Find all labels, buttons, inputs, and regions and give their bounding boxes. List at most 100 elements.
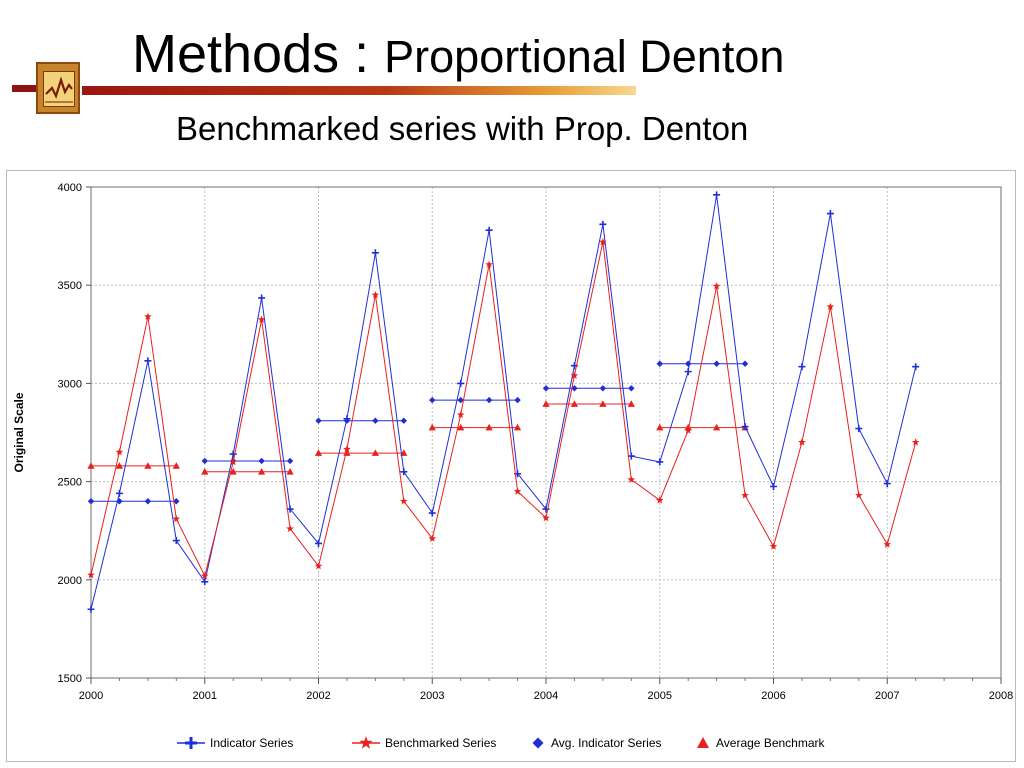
indicator-series-point	[343, 415, 351, 423]
benchmarked-series-point	[115, 448, 124, 456]
legend-item-benchmarked-series: Benchmarked Series	[352, 736, 496, 750]
avg-indicator-series-point	[684, 360, 692, 367]
benchmarked-series-point	[627, 475, 636, 483]
avg-indicator-series-point	[514, 396, 521, 404]
x-tick-label: 2005	[648, 690, 672, 702]
indicator-series-point	[883, 480, 891, 488]
indicator-series-point	[457, 379, 465, 387]
benchmarked-series-point	[798, 438, 806, 446]
indicator-series-point	[855, 425, 863, 433]
avg-indicator-series-point	[542, 385, 550, 392]
chart-logo-icon	[36, 62, 80, 114]
avg-indicator-series-point	[457, 396, 464, 404]
avg-indicator-series-point	[258, 457, 265, 465]
indicator-series-point	[542, 505, 550, 513]
average-benchmark-point	[513, 423, 522, 431]
avg-indicator-series-point	[429, 396, 436, 404]
average-benchmark-point	[542, 400, 550, 407]
benchmarked-series-point	[485, 260, 493, 268]
benchmarked-series-point	[883, 540, 892, 548]
x-tick-label: 2002	[306, 690, 330, 702]
benchmarked-series-point	[570, 371, 579, 379]
legend-label: Average Benchmark	[716, 736, 826, 750]
slide-title: Methods : Proportional Denton	[132, 22, 784, 89]
indicator-series-point	[115, 489, 123, 497]
benchmarked-series-point	[513, 487, 522, 495]
title-underline-bar	[82, 86, 636, 95]
avg-indicator-series-point	[286, 457, 294, 465]
indicator-series-point	[201, 578, 209, 586]
avg-indicator-series-point	[656, 360, 663, 367]
x-tick-label: 2008	[989, 690, 1013, 702]
legend-triangle-icon	[697, 737, 709, 748]
benchmarked-series-point	[769, 542, 778, 550]
avg-indicator-series-point	[571, 385, 578, 392]
benchmarked-series-point	[684, 426, 692, 434]
avg-indicator-series-point	[400, 417, 408, 424]
avg-indicator-series-point	[201, 457, 208, 465]
slide-title-main: Methods :	[132, 24, 370, 84]
avg-indicator-series-point	[144, 498, 152, 505]
benchmarked-series-point	[855, 491, 863, 499]
average-benchmark-point	[713, 423, 721, 431]
avg-indicator-series-point	[173, 498, 180, 505]
indicator-series-point	[172, 537, 180, 545]
x-tick-label: 2004	[534, 690, 558, 702]
legend-plus-icon	[185, 737, 197, 749]
title-accent-bar-left	[12, 85, 36, 92]
indicator-series-point	[684, 368, 692, 376]
indicator-series-point	[371, 249, 379, 257]
indicator-series-point	[741, 423, 749, 431]
benchmarked-series-point	[826, 302, 835, 310]
x-tick-label: 2006	[761, 690, 785, 702]
benchmarked-series-point	[343, 445, 351, 453]
indicator-series-point	[144, 357, 152, 365]
benchmarked-series-point	[599, 238, 607, 246]
benchmarked-series-point	[712, 282, 721, 290]
y-tick-label: 4000	[58, 182, 82, 194]
benchmarked-series-point	[741, 491, 749, 499]
benchmarked-series-point	[655, 496, 664, 504]
benchmarked-series-point	[172, 514, 181, 523]
average-benchmark-point	[87, 462, 95, 469]
indicator-series-point	[599, 220, 607, 228]
y-tick-label: 2500	[58, 477, 82, 489]
y-tick-label: 1500	[58, 673, 82, 685]
benchmarked-series-point	[314, 562, 323, 570]
average-benchmark-point	[144, 462, 152, 469]
legend-label: Benchmarked Series	[385, 736, 496, 750]
benchmarked-series-point	[400, 497, 408, 505]
average-benchmark-point	[570, 400, 579, 407]
slide-title-sub: Proportional Denton	[384, 31, 785, 82]
indicator-series-point	[258, 294, 266, 302]
average-benchmark-point	[343, 449, 351, 456]
average-benchmark-point	[229, 467, 237, 475]
legend-label: Indicator Series	[210, 736, 293, 750]
legend-star-icon	[359, 736, 373, 749]
legend-item-indicator-series: Indicator Series	[177, 736, 293, 750]
average-benchmark-point	[457, 423, 465, 431]
line-chart: 4000 3500 3000 2500 2000 1500 2000 2001 2002 2003…	[12, 182, 1013, 750]
avg-indicator-series-point	[628, 385, 635, 392]
x-tick-label: 2001	[193, 690, 217, 702]
indicator-series-point	[656, 458, 664, 466]
benchmarked-series-line	[90, 241, 917, 578]
indicator-series-point	[770, 483, 777, 491]
legend-label: Avg. Indicator Series	[551, 736, 662, 750]
y-tick-label: 3500	[58, 280, 82, 292]
avg-indicator-series-point	[713, 360, 720, 367]
benchmarked-series-point	[911, 438, 920, 446]
average-benchmark-point	[428, 423, 436, 431]
average-benchmark-point	[485, 423, 493, 431]
indicator-series-point	[713, 191, 721, 199]
average-benchmark-point	[599, 400, 607, 407]
average-benchmark-point	[314, 449, 323, 456]
benchmarked-series-point	[286, 524, 294, 532]
y-tick-label: 3000	[58, 378, 82, 390]
avg-indicator-series-point	[372, 417, 379, 424]
legend-item-average-benchmark: Average Benchmark	[697, 736, 826, 750]
benchmarked-series-point	[200, 571, 209, 580]
average-benchmark-point	[115, 462, 124, 469]
benchmarked-series-point	[87, 570, 95, 579]
y-tick-label: 2000	[58, 575, 82, 587]
